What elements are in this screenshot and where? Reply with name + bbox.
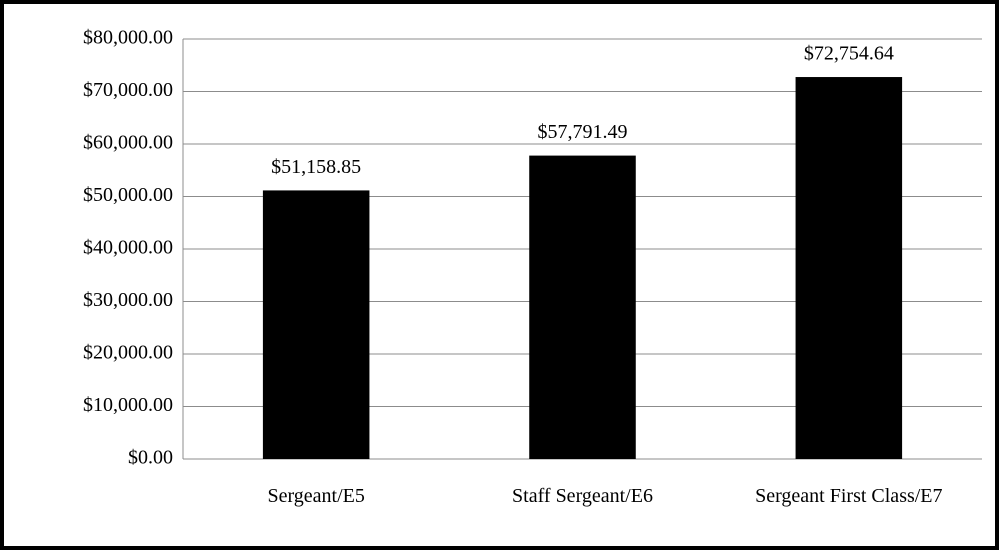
x-tick-label: Sergeant First Class/E7 xyxy=(755,485,943,507)
chart: $0.00 $10,000.00 $20,000.00 $30,000.00 $40,0… xyxy=(83,27,982,469)
data-label: $57,791.49 xyxy=(538,121,628,143)
y-tick-label: $40,000.00 xyxy=(83,237,173,259)
bar xyxy=(529,155,636,460)
y-tick-label: $80,000.00 xyxy=(83,27,173,49)
y-tick-label: $0.00 xyxy=(128,447,173,469)
bar xyxy=(795,77,903,459)
data-label: $72,754.64 xyxy=(804,43,894,65)
y-tick-label: $70,000.00 xyxy=(83,79,173,101)
x-tick-label: Staff Sergeant/E6 xyxy=(512,485,653,507)
y-tick-label: $10,000.00 xyxy=(83,394,173,416)
y-tick-label: $20,000.00 xyxy=(83,342,173,364)
y-tick-label: $30,000.00 xyxy=(83,289,173,311)
data-label: $51,158.85 xyxy=(271,156,361,178)
y-tick-label: $50,000.00 xyxy=(83,184,173,206)
bar xyxy=(262,190,370,460)
y-tick-label: $60,000.00 xyxy=(83,132,173,154)
x-tick-label: Sergeant/E5 xyxy=(267,485,365,507)
